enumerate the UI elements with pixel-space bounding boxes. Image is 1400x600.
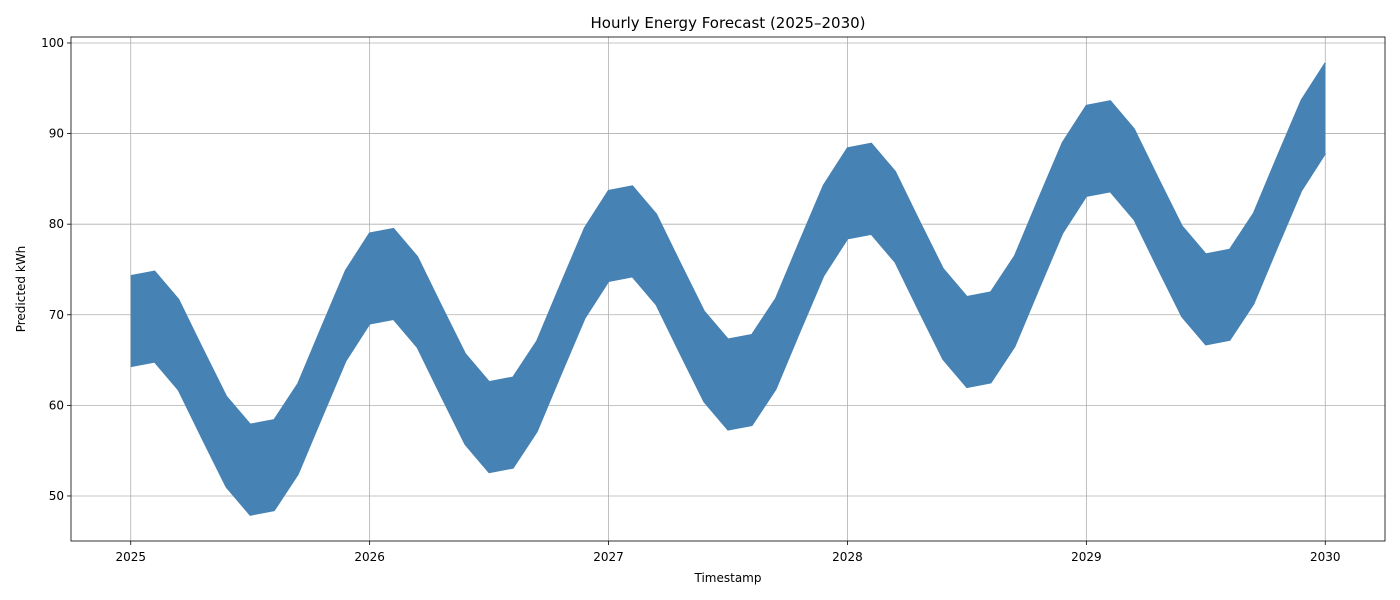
x-tick-label: 2027 [593, 550, 624, 564]
x-tick-label: 2026 [354, 550, 385, 564]
x-tick-label: 2030 [1310, 550, 1341, 564]
chart-title: Hourly Energy Forecast (2025–2030) [590, 14, 865, 32]
x-axis-label: Timestamp [694, 571, 762, 585]
y-tick-label: 80 [49, 217, 64, 231]
x-tick-label: 2028 [832, 550, 863, 564]
band-fill [130, 62, 1326, 516]
y-tick-label: 90 [49, 127, 64, 141]
y-tick-label: 70 [49, 308, 64, 322]
band-lower [130, 153, 1326, 516]
y-tick-label: 60 [49, 398, 64, 412]
y-axis-label: Predicted kWh [14, 246, 28, 333]
x-tick-label: 2029 [1071, 550, 1102, 564]
y-tick-label: 50 [49, 489, 64, 503]
plot-frame [70, 36, 1386, 542]
y-tick-label: 100 [41, 36, 64, 50]
x-tick-label: 2025 [115, 550, 146, 564]
band-upper [130, 62, 1326, 426]
